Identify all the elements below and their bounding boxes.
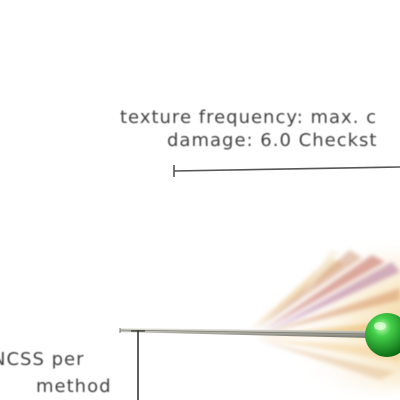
method-label: method	[36, 376, 112, 397]
scale-bar	[174, 165, 400, 177]
texture-frequency-label: texture frequency: max. c	[120, 107, 377, 128]
ncss-label: NCSS per	[0, 349, 85, 370]
damage-label: damage: 6.0 Checkst	[167, 130, 377, 151]
axis-line	[131, 330, 145, 400]
